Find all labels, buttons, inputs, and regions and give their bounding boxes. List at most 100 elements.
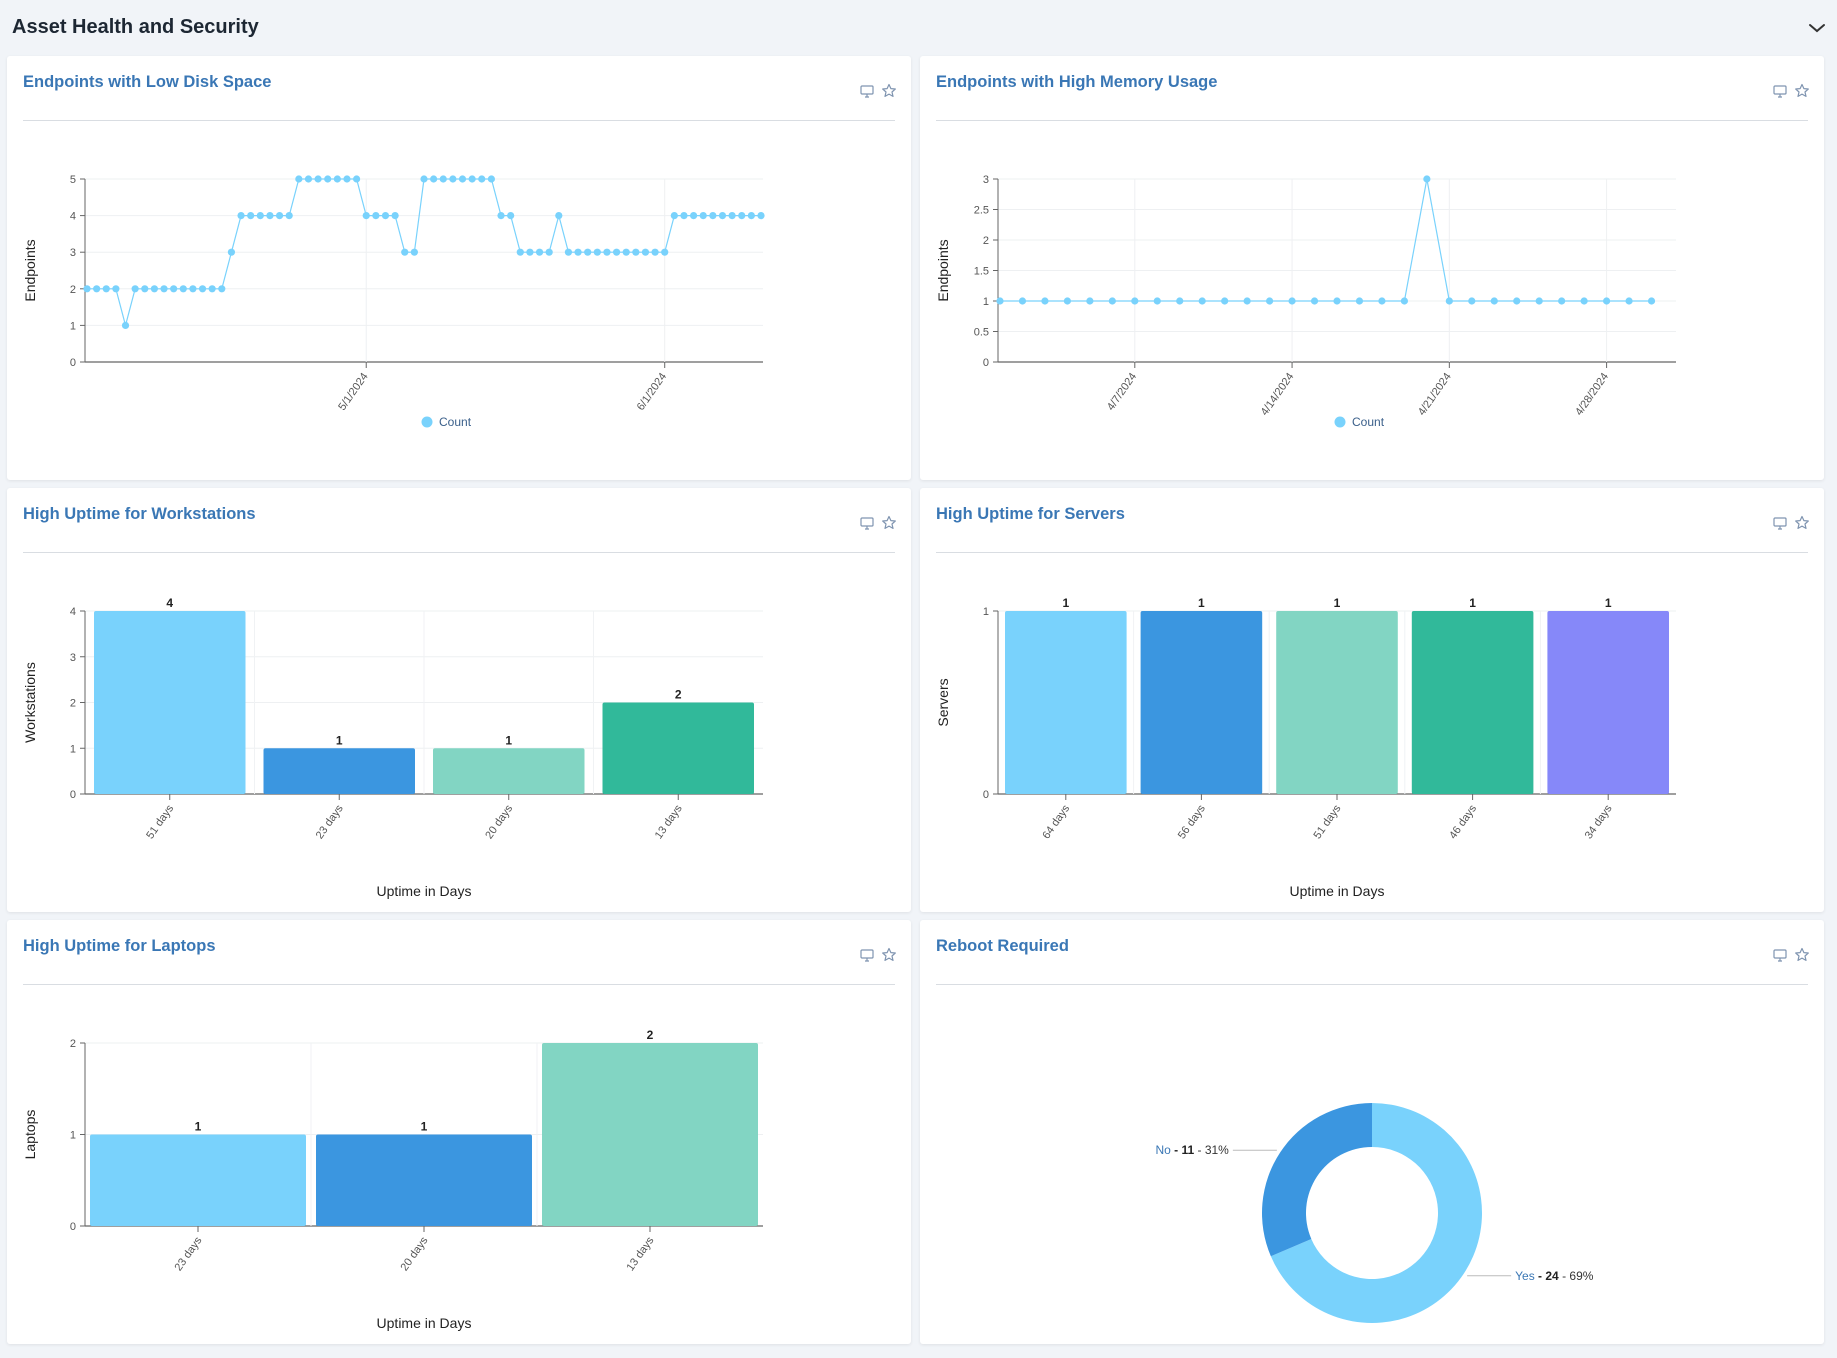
card-uptime-workstations: High Uptime for Workstations 0 1 2 3 4 Workst… [7, 488, 911, 912]
data-point [218, 285, 226, 293]
donut-label-value: - 24 [1535, 1269, 1559, 1283]
series-line [1000, 178, 1652, 302]
y-tick-label: 1 [983, 296, 989, 308]
bar-value-label: 1 [336, 733, 343, 747]
data-point [420, 175, 428, 183]
data-point [1535, 297, 1543, 305]
x-axis-title: Uptime in Days [377, 883, 472, 899]
star-icon[interactable] [881, 947, 897, 963]
data-point [1310, 297, 1319, 305]
bar-chart-laptops: 0 1 2 Laptops 1 23 days 1 20 days 2 13 days Uptime… [7, 986, 911, 1344]
line-chart-high-memory: 0 0.5 1 1.5 2 2.5 3 Endpoints 4/7/2024 4/14/2024 4… [920, 122, 1824, 480]
data-point [574, 248, 582, 256]
y-tick-label: 0 [70, 357, 76, 369]
data-point [526, 248, 534, 256]
data-point [1221, 297, 1229, 305]
bar [1411, 611, 1534, 794]
y-tick-label: 1.5 [974, 266, 989, 278]
data-point [372, 212, 380, 220]
data-point [996, 297, 1004, 305]
bar-value-label: 1 [1334, 596, 1341, 610]
x-tick-label: 23 days [173, 1234, 205, 1273]
x-tick-label: 64 days [1040, 802, 1072, 841]
card-title[interactable]: Endpoints with Low Disk Space [23, 73, 272, 91]
data-point [612, 248, 621, 256]
data-point [381, 212, 390, 220]
data-point [1647, 297, 1656, 305]
card-title[interactable]: High Uptime for Workstations [23, 505, 256, 523]
card-title[interactable]: High Uptime for Laptops [23, 937, 216, 955]
data-point [1558, 297, 1566, 305]
data-point [584, 248, 592, 256]
donut-slice [1270, 1103, 1482, 1323]
star-icon[interactable] [881, 83, 897, 99]
data-point [632, 248, 640, 256]
star-icon[interactable] [1794, 515, 1810, 531]
chart-svg: 0 1 Servers 1 64 days 1 56 days 1 51 days 1 46 day… [935, 596, 1676, 899]
card-title[interactable]: Reboot Required [936, 937, 1069, 955]
chart-svg: 0 1 2 3 4 5 Endpoints 5/1/2024 6/1/2024 Count [22, 174, 765, 429]
data-point [150, 285, 158, 293]
data-point [247, 212, 255, 220]
y-tick-label: 0 [70, 789, 76, 801]
card-divider [23, 984, 895, 985]
bar-value-label: 1 [505, 733, 512, 747]
x-tick-label: 4/21/2024 [1416, 371, 1454, 418]
data-point [1333, 297, 1341, 305]
data-point [353, 175, 361, 183]
data-point [1603, 297, 1611, 305]
data-point [487, 175, 495, 183]
data-point [535, 248, 544, 256]
card-title[interactable]: Endpoints with High Memory Usage [936, 73, 1218, 91]
data-point [1378, 297, 1386, 305]
star-icon[interactable] [1794, 83, 1810, 99]
chevron-down-icon[interactable] [1803, 14, 1831, 42]
y-tick-label: 3 [70, 652, 76, 664]
bar-chart-servers: 0 1 Servers 1 64 days 1 56 days 1 51 days 1 46 day… [920, 554, 1824, 912]
data-point [430, 175, 438, 183]
data-point [333, 175, 341, 183]
star-icon[interactable] [1794, 947, 1810, 963]
x-tick-label: 13 days [653, 802, 685, 841]
data-point [1355, 297, 1364, 305]
donut-label-percent: - 31% [1194, 1143, 1229, 1157]
y-axis-title: Laptops [22, 1110, 38, 1160]
data-point [1423, 175, 1431, 183]
card-uptime-servers: High Uptime for Servers 0 1 Servers 1 64 day… [920, 488, 1824, 912]
monitor-icon[interactable] [859, 515, 875, 531]
data-point [478, 175, 486, 183]
data-point [1041, 297, 1049, 305]
section-header: Asset Health and Security [0, 0, 1837, 56]
monitor-icon[interactable] [1772, 515, 1788, 531]
data-point [83, 285, 91, 293]
chart-svg: Yes - 24 - 69% No - 11 - 31% [1155, 1103, 1594, 1323]
y-tick-label: 1 [70, 743, 76, 755]
monitor-icon[interactable] [859, 83, 875, 99]
bar-value-label: 1 [1198, 596, 1205, 610]
bar-value-label: 4 [166, 596, 173, 610]
monitor-icon[interactable] [1772, 83, 1788, 99]
card-actions [1772, 515, 1810, 531]
x-axis-title: Uptime in Days [377, 1315, 472, 1331]
y-tick-label: 1 [983, 606, 989, 618]
card-actions [859, 947, 897, 963]
star-icon[interactable] [881, 515, 897, 531]
card-high-memory: Endpoints with High Memory Usage 0 0.5 1 1.… [920, 56, 1824, 480]
data-point [266, 212, 274, 220]
data-point [439, 175, 447, 183]
card-actions [1772, 83, 1810, 99]
bar-chart-workstations: 0 1 2 3 4 Workstations 4 51 days 1 23 days 1 20 day… [7, 554, 911, 912]
card-actions [1772, 947, 1810, 963]
monitor-icon[interactable] [859, 947, 875, 963]
monitor-icon[interactable] [1772, 947, 1788, 963]
donut-label-category: Yes [1515, 1269, 1535, 1283]
x-tick-label: 23 days [314, 802, 346, 841]
data-point [285, 212, 293, 220]
card-title[interactable]: High Uptime for Servers [936, 505, 1125, 523]
data-point [651, 248, 659, 256]
y-tick-label: 1 [70, 320, 76, 332]
legend-marker [1334, 416, 1346, 428]
card-reboot-required: Reboot Required Yes - 24 - 69% No - 11 - … [920, 920, 1824, 1344]
y-axis-title: Endpoints [935, 239, 951, 301]
data-point [1153, 297, 1161, 305]
